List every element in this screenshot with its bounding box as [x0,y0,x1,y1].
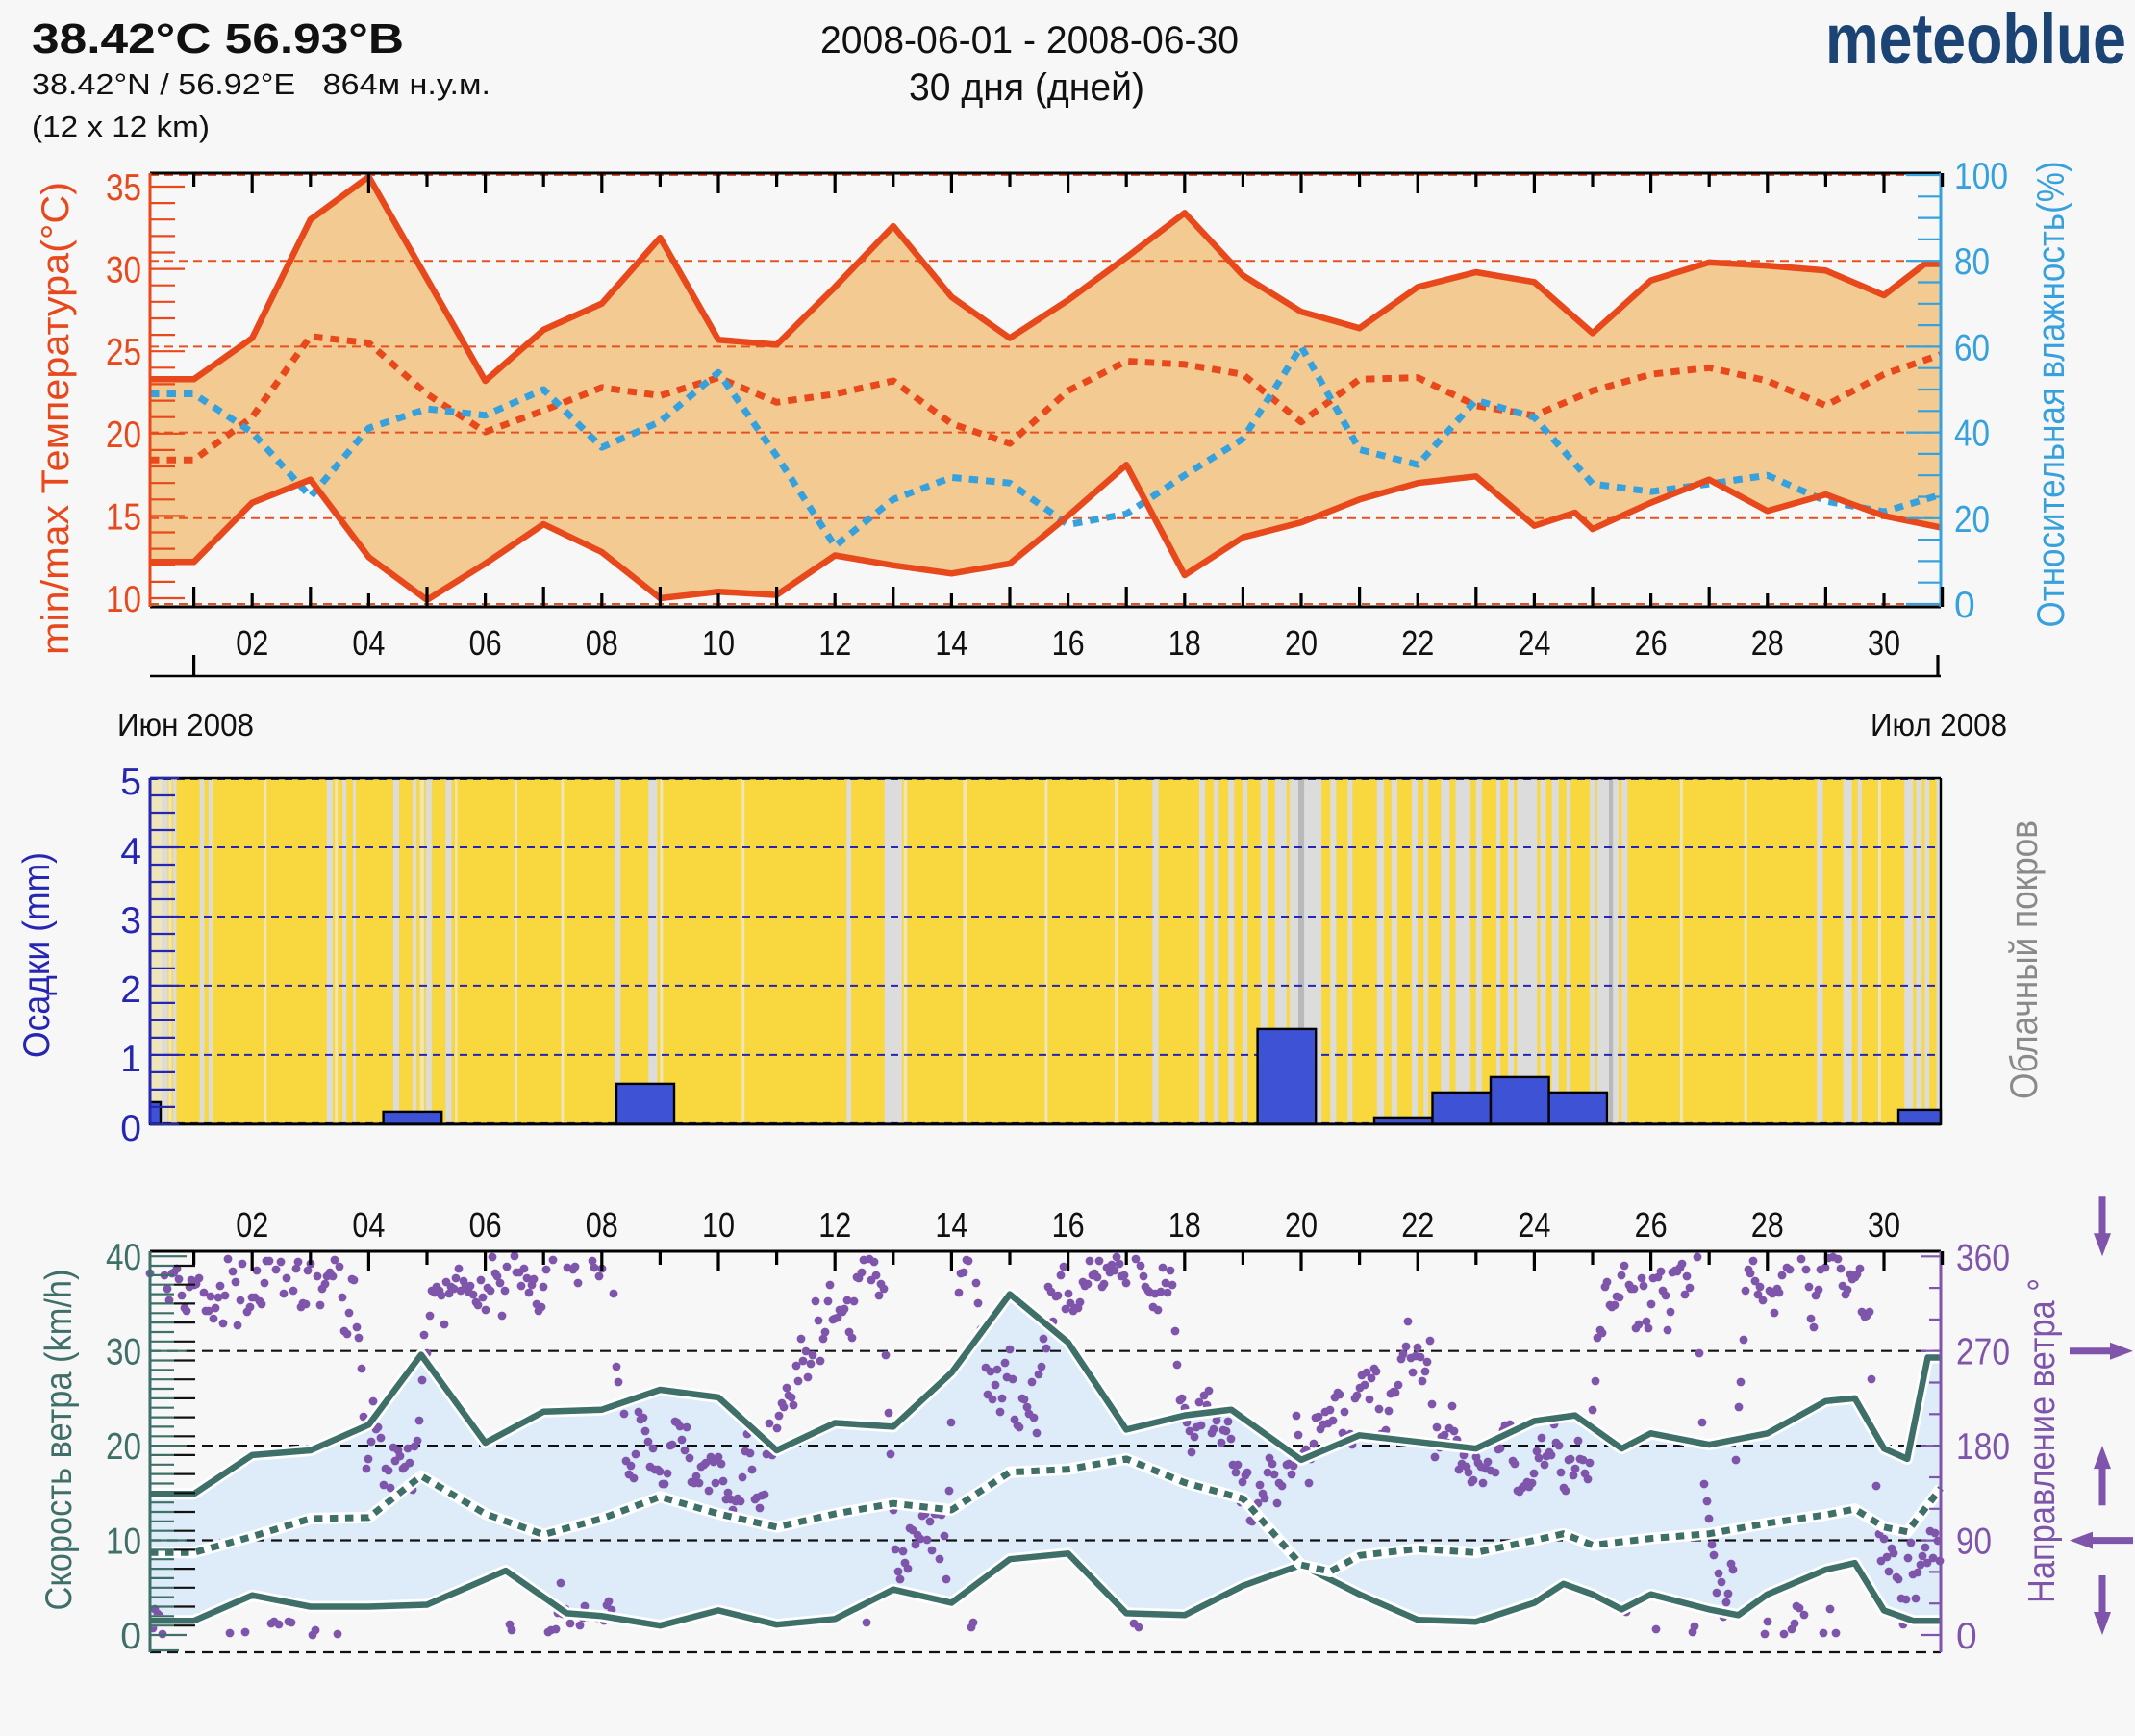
svg-text:4: 4 [120,831,141,872]
svg-text:30: 30 [106,250,141,291]
svg-text:02: 02 [236,623,268,663]
svg-text:18: 18 [1168,1205,1201,1245]
svg-text:12: 12 [818,1205,851,1245]
svg-text:12: 12 [818,623,851,663]
svg-text:25: 25 [106,332,141,373]
svg-text:40: 40 [1954,414,1990,455]
svg-text:24: 24 [1518,623,1550,663]
svg-text:0: 0 [120,1616,141,1657]
svg-text:0: 0 [1956,1616,1977,1657]
svg-text:60: 60 [1954,327,1990,368]
svg-text:16: 16 [1052,623,1085,663]
svg-text:24: 24 [1518,1205,1550,1245]
svg-text:18: 18 [1168,623,1201,663]
svg-text:Июл 2008: Июл 2008 [1871,707,2007,742]
svg-text:20: 20 [1954,499,1990,541]
svg-text:1: 1 [120,1039,141,1080]
svg-text:20: 20 [106,1426,141,1468]
svg-text:Облачный покров: Облачный покров [2003,820,2046,1099]
svg-text:20: 20 [106,415,141,456]
svg-text:30: 30 [1868,1205,1900,1245]
svg-text:26: 26 [1635,623,1668,663]
svg-text:5: 5 [120,762,141,803]
svg-text:04: 04 [352,623,385,663]
svg-text:14: 14 [935,623,967,663]
svg-text:90: 90 [1956,1522,1992,1563]
svg-text:14: 14 [935,1205,967,1245]
svg-text:min/max Температура(°C): min/max Температура(°C) [35,182,77,655]
svg-text:08: 08 [586,1205,618,1245]
svg-text:35: 35 [106,167,141,209]
svg-text:16: 16 [1052,1205,1085,1245]
svg-text:30: 30 [106,1332,141,1373]
svg-text:20: 20 [1285,623,1318,663]
svg-text:10: 10 [702,1205,735,1245]
svg-text:40: 40 [106,1237,141,1278]
svg-text:30: 30 [1868,623,1900,663]
svg-text:10: 10 [106,579,141,620]
svg-text:15: 15 [106,496,141,538]
svg-text:3: 3 [120,900,141,942]
svg-text:270: 270 [1956,1332,2010,1373]
svg-text:28: 28 [1751,623,1784,663]
svg-text:38.42°N / 56.92°E 864м н.у.м: 38.42°N / 56.92°E 864м н.у.м. [32,67,490,101]
svg-text:0: 0 [120,1108,141,1149]
svg-text:Осадки (mm): Осадки (mm) [16,852,58,1058]
svg-text:30 дня (дней): 30 дня (дней) [909,66,1144,109]
svg-text:Июн 2008: Июн 2008 [117,707,254,742]
svg-text:06: 06 [469,1205,502,1245]
svg-text:2008-06-01 - 2008-06-30: 2008-06-01 - 2008-06-30 [820,19,1239,62]
svg-text:02: 02 [236,1205,268,1245]
svg-text:Скорость ветра (km/h): Скорость ветра (km/h) [38,1270,80,1611]
svg-text:Направление ветра °: Направление ветра ° [2022,1278,2063,1603]
svg-text:10: 10 [106,1522,141,1563]
svg-text:80: 80 [1954,241,1990,283]
svg-text:Относительная влажность(%): Относительная влажность(%) [2030,162,2072,628]
svg-text:04: 04 [352,1205,385,1245]
svg-text:(12 x 12 km): (12 x 12 km) [32,110,210,143]
svg-text:22: 22 [1401,623,1434,663]
svg-text:0: 0 [1954,585,1975,626]
svg-text:2: 2 [120,969,141,1011]
svg-text:28: 28 [1751,1205,1784,1245]
svg-text:100: 100 [1954,156,2008,197]
svg-text:180: 180 [1956,1426,2010,1468]
svg-text:20: 20 [1285,1205,1318,1245]
svg-text:38.42°C 56.93°В: 38.42°C 56.93°В [32,15,404,63]
svg-text:22: 22 [1401,1205,1434,1245]
svg-text:08: 08 [586,623,618,663]
svg-text:10: 10 [702,623,735,663]
svg-text:360: 360 [1956,1237,2010,1278]
svg-text:26: 26 [1635,1205,1668,1245]
svg-text:meteoblue: meteoblue [1825,0,2126,79]
svg-text:06: 06 [469,623,502,663]
